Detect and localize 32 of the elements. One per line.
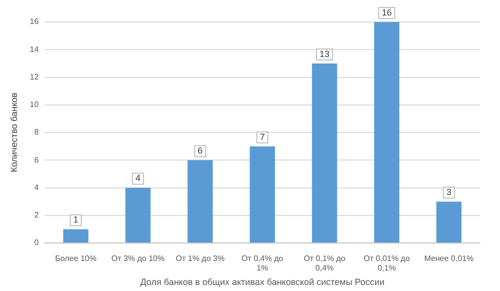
bar xyxy=(125,188,151,242)
y-axis-title: Количество банков xyxy=(8,92,19,172)
data-label: 1 xyxy=(73,214,78,225)
bar xyxy=(250,146,275,242)
data-label: 6 xyxy=(198,146,203,156)
data-label: 7 xyxy=(260,132,265,142)
y-tick-label: 6 xyxy=(34,155,40,164)
x-tick-label: Более 10% xyxy=(55,254,96,264)
y-tick-label: 16 xyxy=(30,17,40,26)
x-tick-label: От 0,4% до 1% xyxy=(242,254,284,273)
x-tick-label: Менее 0,01% xyxy=(424,254,474,264)
y-tick-label: 4 xyxy=(34,182,40,192)
bar xyxy=(436,202,462,242)
x-axis-title: Доля банков в общих активах банковской системы России xyxy=(140,277,384,288)
data-label: 3 xyxy=(446,187,452,198)
bar xyxy=(63,229,88,242)
y-tick-label: 10 xyxy=(30,100,40,110)
data-label: 4 xyxy=(135,173,140,184)
y-tick-label: 12 xyxy=(30,72,40,82)
y-tick-label: 0 xyxy=(34,238,40,248)
bar xyxy=(312,63,338,242)
data-label: 13 xyxy=(320,48,330,59)
x-tick-label: От 1% до 3% xyxy=(176,254,225,264)
y-tick-label: 8 xyxy=(34,128,40,137)
y-tick-label: 14 xyxy=(30,44,40,54)
bar xyxy=(374,22,400,242)
y-tick-label: 2 xyxy=(34,210,40,220)
x-tick-label: От 0,1% до 0,4% xyxy=(304,254,346,273)
x-tick-label: От 3% до 10% xyxy=(111,254,165,264)
x-tick-label: От 0,01% до 0,1% xyxy=(364,254,410,273)
bar xyxy=(188,160,213,242)
data-label: 16 xyxy=(382,7,392,18)
